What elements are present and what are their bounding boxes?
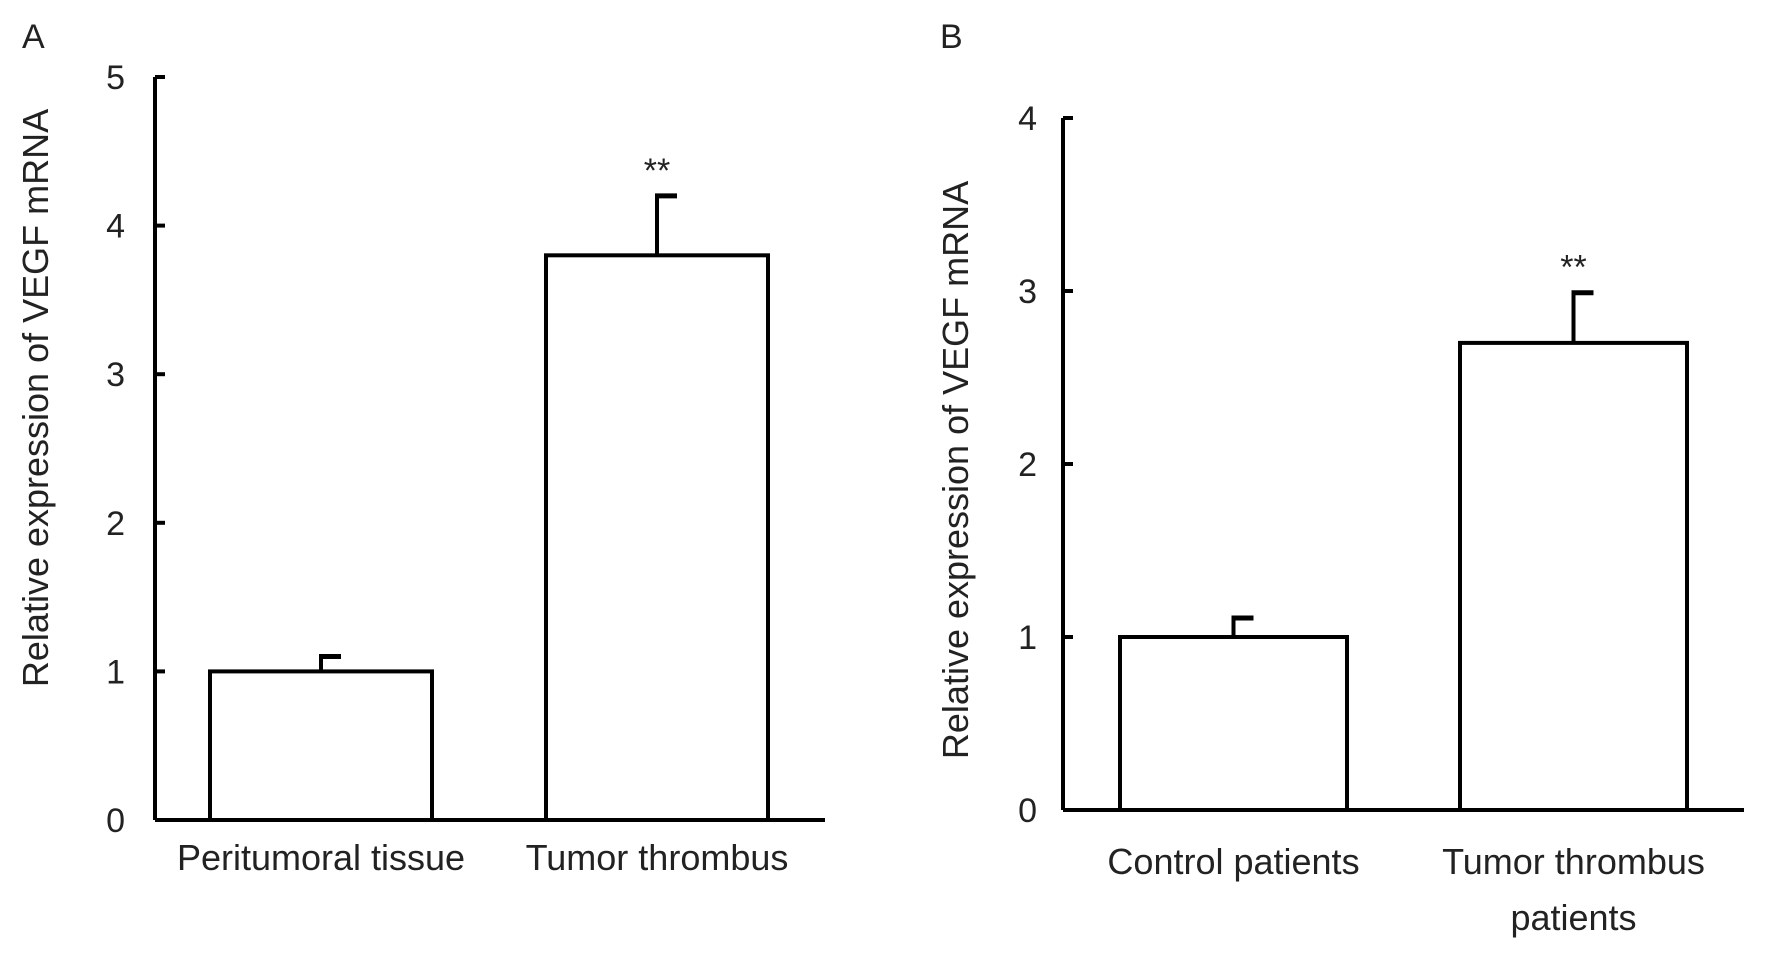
panel-b-letter: B <box>940 18 963 56</box>
category-label: Tumor thrombus <box>1442 841 1705 882</box>
panel-b-bars: ** <box>1118 249 1689 812</box>
significance-marker: ** <box>644 152 670 190</box>
y-tick-label: 4 <box>106 208 125 246</box>
panel-a-y-ticks: 0 1 2 3 4 5 <box>106 59 165 840</box>
panel-a-bars: ** <box>208 152 770 823</box>
y-tick-label: 1 <box>1018 619 1037 657</box>
y-tick-label: 0 <box>106 802 125 840</box>
panel-b-y-axis-title: Relative expression of VEGF mRNA <box>935 181 976 759</box>
bar <box>544 253 770 822</box>
bar <box>1118 635 1349 812</box>
y-tick-label: 1 <box>106 653 125 691</box>
y-tick-label: 5 <box>106 59 125 97</box>
panel-b-category-labels: Control patients Tumor thrombus patients <box>1107 841 1704 938</box>
y-tick-label: 4 <box>1018 100 1037 138</box>
bar <box>1458 340 1689 812</box>
category-label: Tumor thrombus <box>526 837 789 878</box>
panel-a-chart: A Relative expression of VEGF mRNA 0 1 2 3 4… <box>15 18 825 878</box>
panel-a-category-labels: Peritumoral tissue Tumor thrombus <box>177 837 788 878</box>
category-label: Peritumoral tissue <box>177 837 465 878</box>
y-tick-label: 2 <box>1018 446 1037 484</box>
panel-b-chart: B Relative expression of VEGF mRNA 0 1 2 3 4… <box>935 18 1744 938</box>
panel-a-letter: A <box>22 18 45 56</box>
category-label: Control patients <box>1107 841 1359 882</box>
significance-marker: ** <box>1560 249 1586 287</box>
y-tick-label: 3 <box>106 356 125 394</box>
category-label: patients <box>1510 897 1636 938</box>
panel-a-y-axis-title: Relative expression of VEGF mRNA <box>15 109 56 687</box>
y-tick-label: 2 <box>106 505 125 543</box>
y-tick-label: 0 <box>1018 792 1037 830</box>
bar <box>208 669 434 823</box>
y-tick-label: 3 <box>1018 273 1037 311</box>
